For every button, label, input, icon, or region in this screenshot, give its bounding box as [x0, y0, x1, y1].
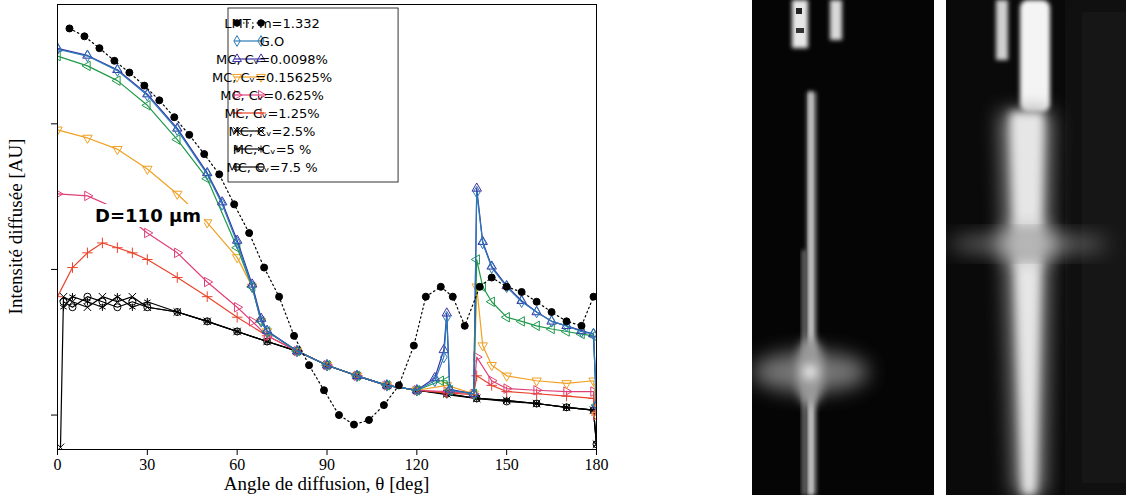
svg-text:MC, Cᵥ=2.5%: MC, Cᵥ=2.5%: [229, 124, 316, 139]
svg-text:90: 90: [319, 456, 335, 473]
svg-text:MC, Cᵥ=0.625%: MC, Cᵥ=0.625%: [220, 88, 324, 103]
svg-text:MC, Cᵥ=0.0098%: MC, Cᵥ=0.0098%: [216, 52, 328, 67]
svg-text:0: 0: [54, 456, 62, 473]
svg-text:D=110 µm: D=110 µm: [95, 205, 201, 226]
svg-text:LMT, m=1.332: LMT, m=1.332: [224, 16, 319, 31]
svg-text:30: 30: [139, 456, 155, 473]
svg-text:120: 120: [405, 456, 429, 473]
svg-text:MC, Cᵥ=5 %: MC, Cᵥ=5 %: [233, 142, 312, 157]
svg-text:MC, Cᵥ=7.5 %: MC, Cᵥ=7.5 %: [226, 160, 317, 175]
svg-text:MC, Cᵥ=0.15625%: MC, Cᵥ=0.15625%: [212, 70, 332, 85]
svg-text:G.O: G.O: [260, 34, 284, 49]
svg-text:MC, Cᵥ=1.25%: MC, Cᵥ=1.25%: [224, 106, 319, 121]
svg-text:180: 180: [585, 456, 609, 473]
svg-text:Angle de diffusion, θ [deg]: Angle de diffusion, θ [deg]: [224, 473, 430, 494]
svg-text:150: 150: [495, 456, 519, 473]
svg-text:Intensité diffusée [AU]: Intensité diffusée [AU]: [5, 139, 26, 315]
svg-text:60: 60: [229, 456, 245, 473]
